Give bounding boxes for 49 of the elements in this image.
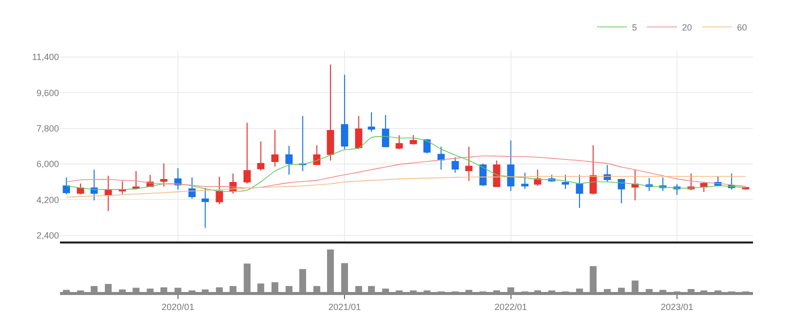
- candlestick: [118, 180, 126, 195]
- candlestick: [244, 122, 251, 184]
- candlestick: [631, 169, 639, 201]
- candlestick: [576, 174, 584, 208]
- line-series: [66, 136, 746, 192]
- x-tick-label: 2020/01: [162, 302, 194, 312]
- y-tick-label: 7,800: [36, 124, 59, 134]
- candlestick: [590, 144, 597, 195]
- candlestick: [452, 156, 459, 174]
- candlestick: [326, 64, 334, 161]
- candlestick: [493, 160, 500, 188]
- y-tick-label: 11,400: [32, 52, 59, 62]
- line-series: [66, 176, 746, 198]
- candlestick: [465, 146, 472, 182]
- candlestick: [271, 129, 279, 168]
- candlestick: [257, 140, 264, 172]
- candlestick: [202, 188, 209, 228]
- y-tick-label: 4,200: [36, 194, 59, 205]
- candlestick: [507, 140, 514, 192]
- candlestick: [534, 169, 542, 186]
- candlestick: [285, 145, 293, 176]
- candlestick: [382, 114, 390, 148]
- candlestick: [618, 178, 626, 204]
- candlestick: [313, 144, 320, 166]
- x-tick-label: 2023/01: [660, 302, 694, 312]
- candlestick: [355, 116, 362, 150]
- candlestick: [104, 175, 112, 212]
- candlestick: [396, 134, 403, 150]
- candlestick: [521, 172, 529, 190]
- candlestick: [368, 112, 376, 132]
- line-series: [66, 156, 746, 188]
- candlestick: [216, 176, 223, 205]
- y-tick-label: 2,400: [36, 230, 59, 241]
- candlestick: [132, 170, 140, 190]
- candlestick: [62, 176, 70, 195]
- y-tick-label: 6,000: [36, 159, 59, 170]
- candlestick: [160, 162, 168, 187]
- legend-label: 60: [737, 22, 748, 32]
- x-tick-label: 2022/01: [494, 302, 528, 312]
- candlestick: [562, 174, 570, 190]
- legend-label: 5: [632, 22, 638, 32]
- candlestick: [410, 134, 417, 146]
- candlestick: [90, 169, 98, 201]
- y-tick-label: 9,600: [36, 88, 59, 98]
- x-tick-label: 2021/01: [328, 302, 361, 312]
- legend-label: 20: [682, 22, 692, 32]
- candlestick: [437, 146, 445, 170]
- candlestick: [604, 164, 611, 182]
- candlestick: [299, 116, 306, 172]
